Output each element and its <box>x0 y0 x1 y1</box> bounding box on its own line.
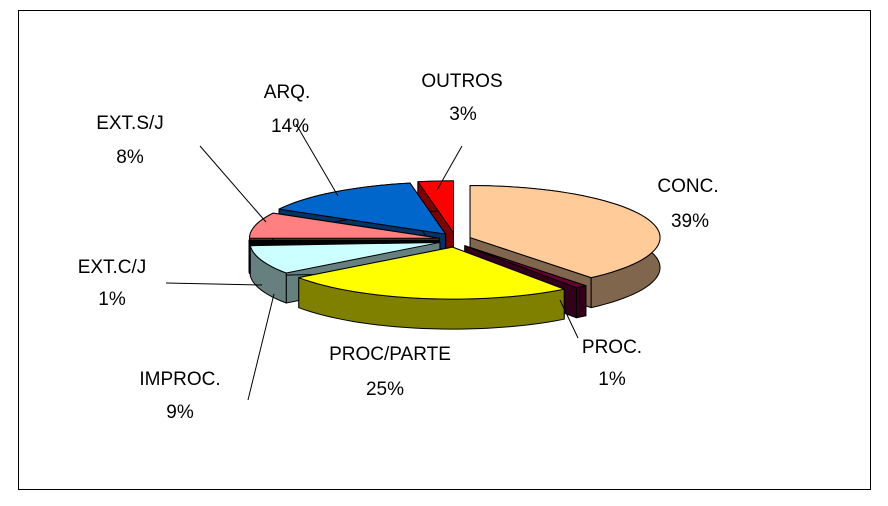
data-label-value: 9% <box>166 402 194 423</box>
data-label-name: OUTROS <box>421 71 502 92</box>
data-label-value: 3% <box>449 104 477 125</box>
data-label-value: 1% <box>98 289 126 310</box>
data-label-value: 39% <box>671 211 709 232</box>
data-label-name: IMPROC. <box>139 369 220 390</box>
data-label-name: EXT.S/J <box>96 113 164 134</box>
data-label-value: 14% <box>271 116 309 137</box>
data-label-name: ARQ. <box>264 82 310 103</box>
data-label-name: CONC. <box>657 176 718 197</box>
data-label-name: PROC/PARTE <box>329 344 451 365</box>
data-label-name: PROC. <box>582 337 642 358</box>
data-label-value: 8% <box>116 147 144 168</box>
data-label-name: EXT.C/J <box>78 257 147 278</box>
data-label-value: 25% <box>366 379 404 400</box>
slice-side <box>576 286 585 318</box>
data-label-value: 1% <box>598 369 626 390</box>
